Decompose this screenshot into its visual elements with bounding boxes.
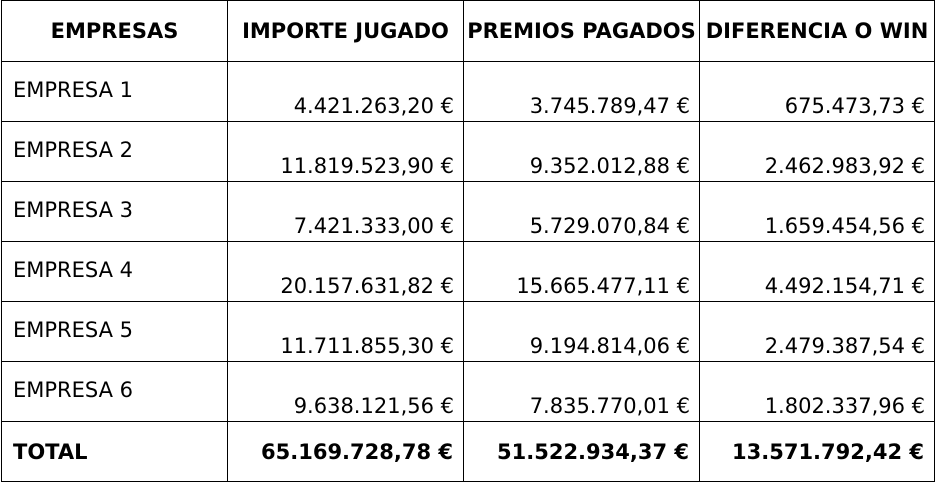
row-name: EMPRESA 6 — [1, 361, 228, 422]
table-row: EMPRESA 5 11.711.855,30 € 9.194.814,06 €… — [1, 301, 935, 362]
header-empresas: EMPRESAS — [1, 0, 228, 62]
row-importe: 20.157.631,82 € — [227, 241, 464, 302]
row-win: 675.473,73 € — [699, 61, 935, 122]
row-name: EMPRESA 5 — [1, 301, 228, 362]
row-importe: 11.711.855,30 € — [227, 301, 464, 362]
row-win: 1.802.337,96 € — [699, 361, 935, 422]
header-diferencia-win: DIFERENCIA O WIN — [699, 0, 935, 62]
table-row: EMPRESA 3 7.421.333,00 € 5.729.070,84 € … — [1, 181, 935, 242]
row-premios: 15.665.477,11 € — [463, 241, 700, 302]
row-importe: 4.421.263,20 € — [227, 61, 464, 122]
row-premios: 9.194.814,06 € — [463, 301, 700, 362]
row-name: EMPRESA 1 — [1, 61, 228, 122]
table-row: EMPRESA 2 11.819.523,90 € 9.352.012,88 €… — [1, 121, 935, 182]
table-row: EMPRESA 4 20.157.631,82 € 15.665.477,11 … — [1, 241, 935, 302]
total-importe: 65.169.728,78 € — [227, 421, 464, 482]
header-row: EMPRESAS IMPORTE JUGADO PREMIOS PAGADOS … — [1, 0, 935, 62]
total-label: TOTAL — [1, 421, 228, 482]
header-premios-pagados: PREMIOS PAGADOS — [463, 0, 700, 62]
row-importe: 9.638.121,56 € — [227, 361, 464, 422]
total-premios: 51.522.934,37 € — [463, 421, 700, 482]
header-importe-jugado: IMPORTE JUGADO — [227, 0, 464, 62]
row-win: 4.492.154,71 € — [699, 241, 935, 302]
total-row: TOTAL 65.169.728,78 € 51.522.934,37 € 13… — [1, 421, 935, 482]
table-row: EMPRESA 6 9.638.121,56 € 7.835.770,01 € … — [1, 361, 935, 422]
row-name: EMPRESA 2 — [1, 121, 228, 182]
table-row: EMPRESA 1 4.421.263,20 € 3.745.789,47 € … — [1, 61, 935, 122]
row-premios: 9.352.012,88 € — [463, 121, 700, 182]
row-name: EMPRESA 4 — [1, 241, 228, 302]
total-win: 13.571.792,42 € — [699, 421, 935, 482]
row-name: EMPRESA 3 — [1, 181, 228, 242]
row-premios: 5.729.070,84 € — [463, 181, 700, 242]
row-win: 2.479.387,54 € — [699, 301, 935, 362]
row-premios: 3.745.789,47 € — [463, 61, 700, 122]
row-win: 1.659.454,56 € — [699, 181, 935, 242]
row-premios: 7.835.770,01 € — [463, 361, 700, 422]
row-win: 2.462.983,92 € — [699, 121, 935, 182]
row-importe: 7.421.333,00 € — [227, 181, 464, 242]
row-importe: 11.819.523,90 € — [227, 121, 464, 182]
